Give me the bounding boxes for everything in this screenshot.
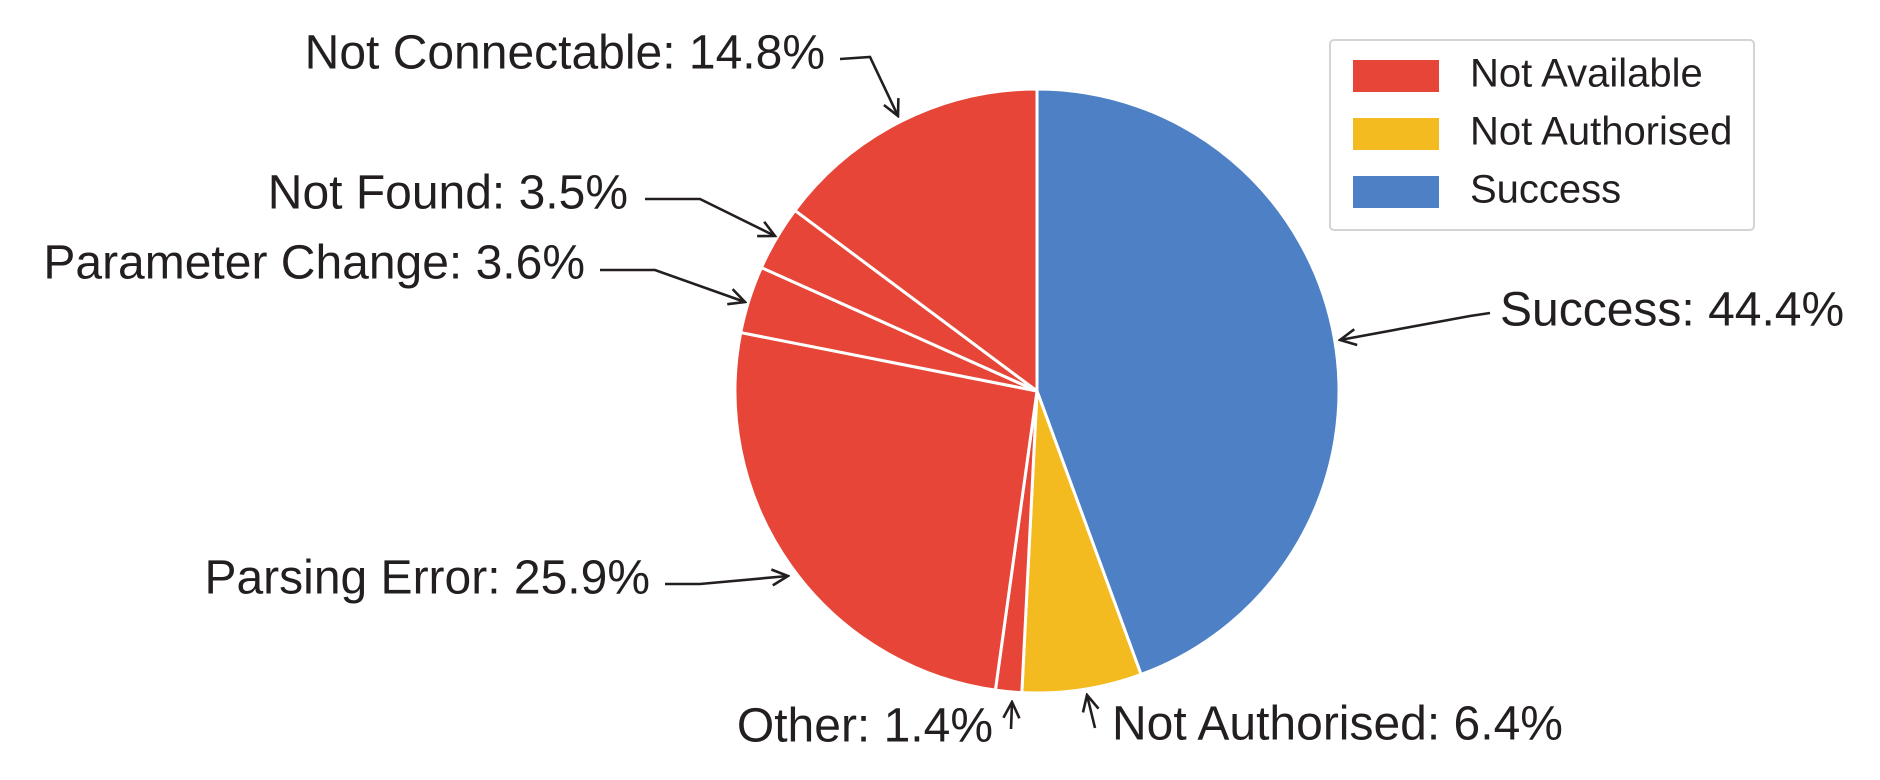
legend-swatch-not-authorised <box>1353 118 1439 150</box>
pie-slice-not-authorised <box>1020 389 1143 695</box>
label-arrow-parsing-error <box>665 576 788 584</box>
legend: Not Available Not Authorised Success <box>1329 39 1755 231</box>
pie-slice-not-connectable <box>793 87 1039 393</box>
legend-label-success: Success <box>1470 168 1621 212</box>
slice-label-parameter-change: Parameter Change: 3.6% <box>43 237 585 290</box>
label-arrow-parameter-change <box>600 268 745 302</box>
legend-label-not-available: Not Available <box>1470 52 1703 96</box>
slice-label-parsing-error: Parsing Error: 25.9% <box>204 552 650 605</box>
label-arrow-not-connectable <box>839 55 898 116</box>
slice-label-other: Other: 1.4% <box>737 700 993 753</box>
label-arrow-not-authorised <box>1087 695 1095 729</box>
pie-slice-parsing-error <box>733 331 1039 692</box>
legend-label-not-authorised: Not Authorised <box>1470 110 1732 154</box>
label-arrow-other <box>1011 702 1012 730</box>
pie-slice-success <box>1035 87 1341 676</box>
slice-labels: Success: 44.4% Not Authorised: 6.4% Other:… <box>43 27 1844 753</box>
slice-label-not-connectable: Not Connectable: 14.8% <box>305 27 825 80</box>
label-arrow-success <box>1340 311 1491 340</box>
slice-label-not-authorised: Not Authorised: 6.4% <box>1112 698 1563 751</box>
slice-label-success: Success: 44.4% <box>1500 284 1844 337</box>
legend-swatch-success <box>1353 176 1439 208</box>
legend-swatch-not-available <box>1353 60 1439 92</box>
slice-label-not-found: Not Found: 3.5% <box>268 167 628 220</box>
pie-slices <box>733 87 1341 695</box>
label-arrow-not-found <box>645 197 775 236</box>
